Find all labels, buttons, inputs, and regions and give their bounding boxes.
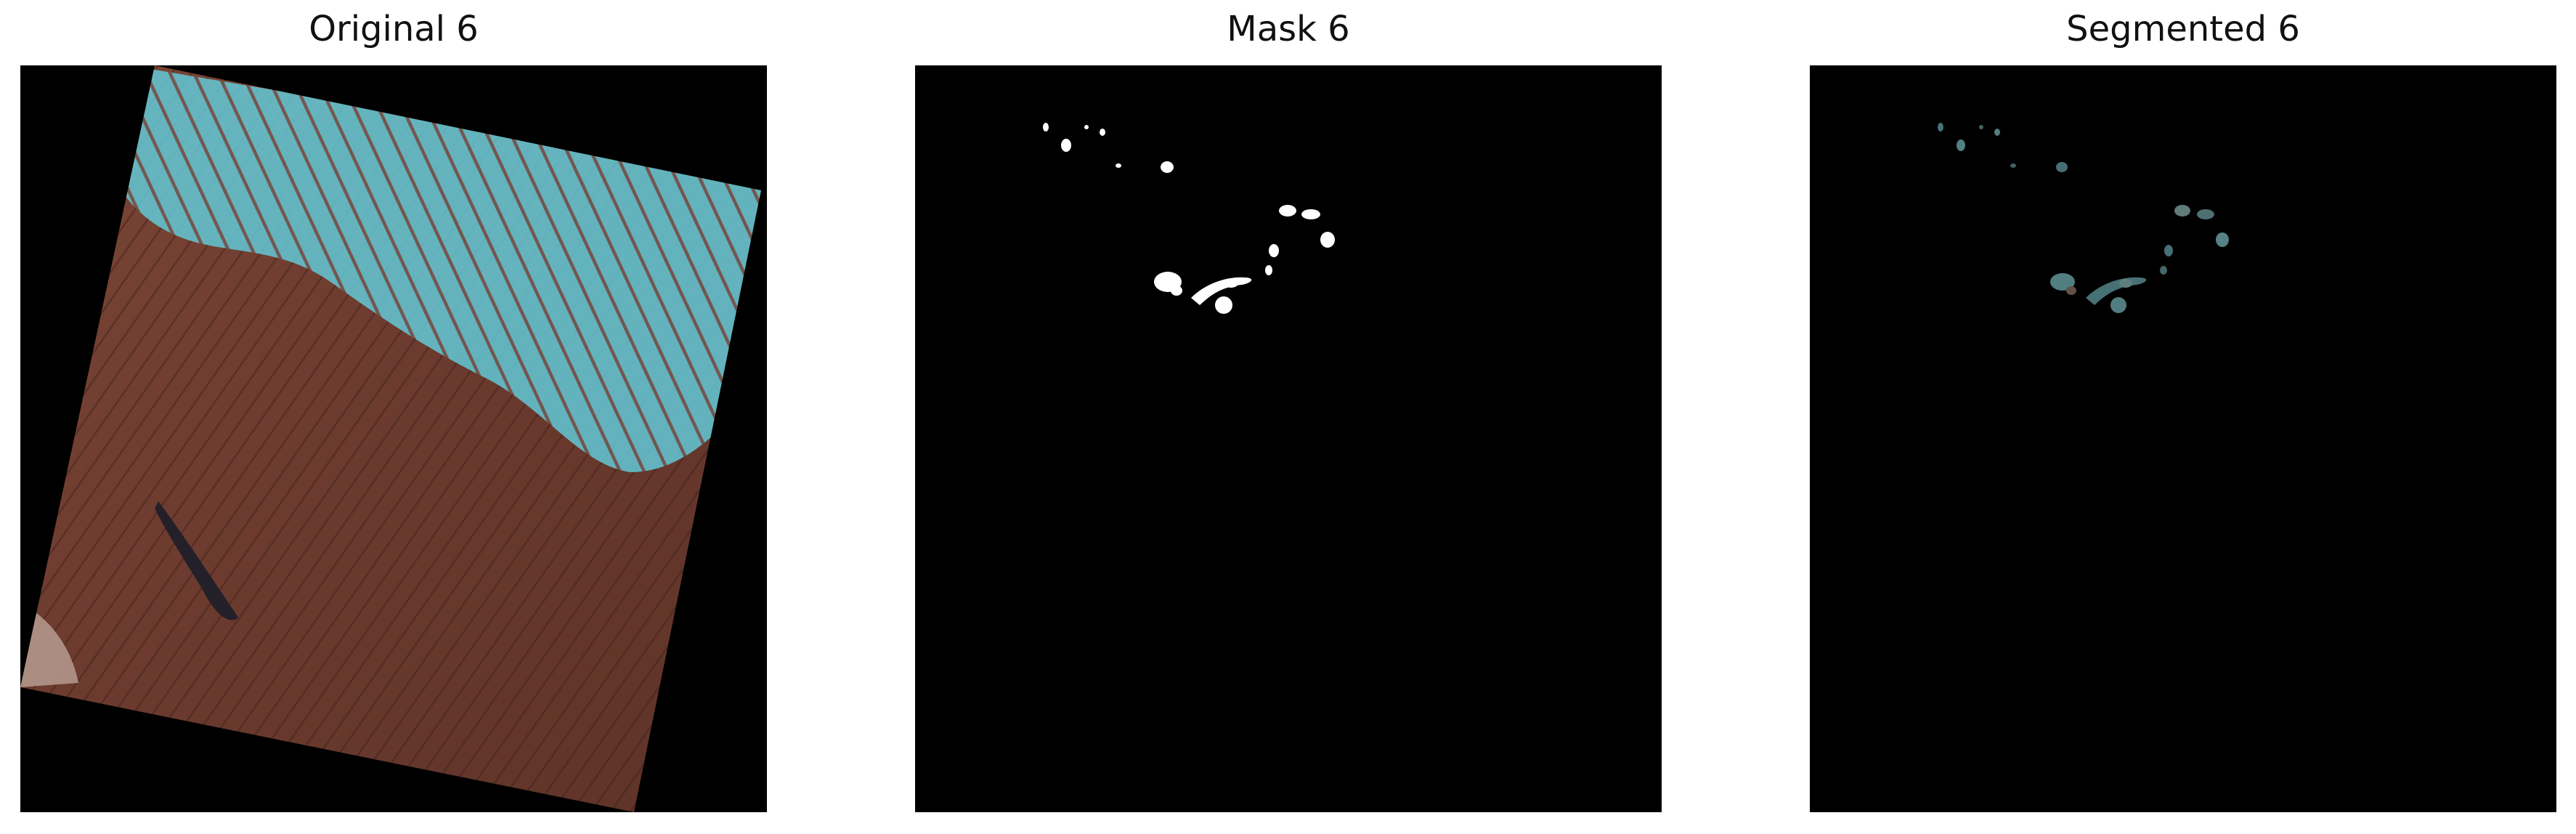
mask-blob [1279, 205, 1296, 216]
mask-blob [1301, 209, 1320, 219]
original-image-frame [20, 65, 767, 812]
mask-blob [1161, 161, 1174, 173]
mask-blob [1269, 244, 1279, 257]
mask-blob [1215, 296, 1232, 314]
segment-blob [1938, 123, 1943, 131]
mask-blob [1061, 139, 1071, 152]
segment-blob [2197, 209, 2214, 219]
segment-blob [2164, 245, 2173, 256]
segmented-image-frame [1810, 65, 2556, 812]
segmented-image [1938, 123, 2229, 313]
mask-blob [1171, 286, 1182, 296]
mask-blob [1100, 129, 1105, 136]
mask-blob [1224, 279, 1238, 288]
panel-segmented: Segmented 6 [1810, 0, 2556, 834]
original-satellite-image [20, 65, 761, 812]
segment-blob [2216, 232, 2229, 247]
segment-blob [2160, 266, 2167, 275]
segment-blob [1994, 129, 2000, 136]
mask-blob [1116, 163, 1121, 168]
mask-image [1043, 123, 1335, 314]
segment-blob [2056, 162, 2068, 172]
panel-mask: Mask 6 [915, 0, 1662, 834]
panel-title-segmented: Segmented 6 [2066, 9, 2300, 49]
segment-blob [1979, 125, 1983, 129]
segment-blob [2174, 205, 2190, 216]
panel-title-mask: Mask 6 [1227, 9, 1350, 49]
segment-blob [2010, 163, 2016, 168]
panel-original: Original 6 [20, 0, 767, 834]
segment-blob [2110, 297, 2126, 313]
segment-blob [2066, 286, 2076, 295]
mask-blob [1043, 123, 1049, 131]
panel-title-original: Original 6 [309, 9, 479, 49]
segment-blob [2050, 273, 2075, 291]
mask-image-frame [915, 65, 1662, 812]
mask-blob [1320, 232, 1335, 248]
mask-blob [1265, 265, 1272, 275]
segment-blob [1957, 139, 1965, 151]
mask-blob [1084, 125, 1089, 129]
segment-blob [2119, 279, 2132, 288]
